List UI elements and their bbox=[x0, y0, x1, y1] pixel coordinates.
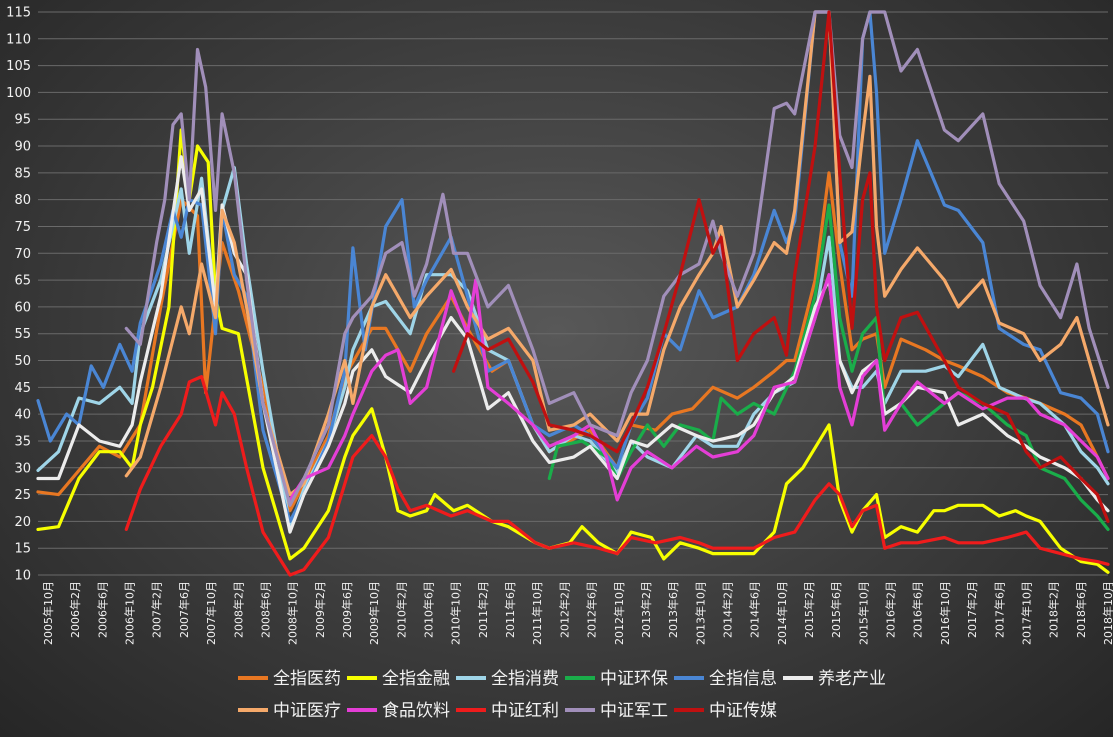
x-tick-label: 2006年6月 bbox=[95, 581, 109, 638]
y-tick-label: 65 bbox=[14, 274, 31, 289]
y-tick-label: 80 bbox=[14, 193, 31, 208]
x-tick-label: 2012年10月 bbox=[612, 581, 626, 645]
series-line-全指医药 bbox=[36, 171, 1110, 513]
y-tick-label: 110 bbox=[6, 32, 31, 47]
y-tick-label: 95 bbox=[14, 113, 31, 128]
x-tick-label: 2011年10月 bbox=[530, 581, 544, 645]
x-tick-label: 2009年2月 bbox=[313, 581, 327, 638]
x-tick-label: 2013年2月 bbox=[639, 581, 653, 638]
x-tick-label: 2014年2月 bbox=[720, 581, 734, 638]
y-tick-label: 15 bbox=[14, 542, 31, 557]
legend-label: 中证红利 bbox=[491, 701, 559, 721]
x-tick-label: 2007年6月 bbox=[177, 581, 191, 638]
y-tick-label: 70 bbox=[14, 247, 31, 262]
x-tick-label: 2018年2月 bbox=[1047, 581, 1061, 638]
x-tick-label: 2006年10月 bbox=[123, 581, 137, 645]
x-tick-label: 2017年6月 bbox=[992, 581, 1006, 638]
x-tick-label: 2013年6月 bbox=[666, 581, 680, 638]
legend-label: 养老产业 bbox=[818, 669, 886, 689]
x-tick-label: 2011年6月 bbox=[503, 581, 517, 638]
y-tick-label: 30 bbox=[14, 461, 31, 476]
y-tick-label: 115 bbox=[6, 6, 31, 21]
x-tick-label: 2015年6月 bbox=[829, 581, 843, 638]
y-tick-label: 10 bbox=[14, 569, 31, 584]
series-line-中证军工 bbox=[124, 10, 1110, 507]
legend-label: 全指消费 bbox=[491, 669, 559, 689]
series-line-中证传媒 bbox=[452, 10, 1110, 523]
x-tick-label: 2016年2月 bbox=[884, 581, 898, 638]
x-tick-label: 2012年2月 bbox=[557, 581, 571, 638]
x-tick-label: 2008年2月 bbox=[231, 581, 245, 638]
legend-label: 全指医药 bbox=[273, 669, 341, 689]
x-tick-label: 2005年10月 bbox=[41, 581, 55, 645]
x-tick-label: 2010年10月 bbox=[449, 581, 463, 645]
x-tick-label: 2018年10月 bbox=[1101, 581, 1113, 645]
x-tick-label: 2014年10月 bbox=[775, 581, 789, 645]
x-tick-label: 2007年2月 bbox=[150, 581, 164, 638]
y-tick-label: 25 bbox=[14, 488, 31, 503]
x-tick-label: 2009年10月 bbox=[367, 581, 381, 645]
x-tick-label: 2010年2月 bbox=[394, 581, 408, 638]
x-tick-label: 2018年6月 bbox=[1074, 581, 1088, 638]
x-tick-label: 2009年6月 bbox=[340, 581, 354, 638]
legend-label: 中证军工 bbox=[600, 701, 668, 721]
y-tick-label: 50 bbox=[14, 354, 31, 369]
legend-label: 中证传媒 bbox=[709, 701, 777, 721]
x-tick-label: 2017年10月 bbox=[1019, 581, 1033, 645]
series-group bbox=[36, 10, 1110, 577]
y-tick-label: 100 bbox=[6, 86, 31, 101]
x-tick-label: 2015年10月 bbox=[856, 581, 870, 645]
y-tick-label: 85 bbox=[14, 166, 31, 181]
x-tick-label: 2008年6月 bbox=[258, 581, 272, 638]
legend-label: 全指金融 bbox=[382, 669, 450, 689]
y-tick-label: 55 bbox=[14, 327, 31, 342]
y-tick-label: 75 bbox=[14, 220, 31, 235]
series-line-食品饮料 bbox=[288, 273, 1110, 502]
legend-label: 食品饮料 bbox=[382, 701, 450, 721]
x-tick-label: 2011年2月 bbox=[476, 581, 490, 638]
y-tick-label: 105 bbox=[6, 59, 31, 74]
y-tick-label: 60 bbox=[14, 300, 31, 315]
x-tick-label: 2017年2月 bbox=[965, 581, 979, 638]
series-line-中证红利 bbox=[124, 375, 1110, 577]
legend-label: 全指信息 bbox=[709, 669, 777, 689]
x-tick-label: 2013年10月 bbox=[693, 581, 707, 645]
y-tick-label: 35 bbox=[14, 434, 31, 449]
y-tick-label: 40 bbox=[14, 408, 31, 423]
x-tick-label: 2012年6月 bbox=[585, 581, 599, 638]
x-tick-label: 2016年10月 bbox=[938, 581, 952, 645]
legend-label: 中证医疗 bbox=[273, 701, 341, 721]
y-tick-label: 20 bbox=[14, 515, 31, 530]
y-tick-label: 90 bbox=[14, 140, 31, 155]
x-tick-label: 2016年6月 bbox=[911, 581, 925, 638]
y-tick-label: 45 bbox=[14, 381, 31, 396]
x-tick-label: 2007年10月 bbox=[204, 581, 218, 645]
x-tick-label: 2006年2月 bbox=[68, 581, 82, 638]
series-line-全指信息 bbox=[36, 10, 1110, 523]
x-tick-label: 2014年6月 bbox=[748, 581, 762, 638]
x-tick-label: 2015年2月 bbox=[802, 581, 816, 638]
legend-label: 中证环保 bbox=[600, 669, 668, 689]
series-line-养老产业 bbox=[36, 155, 1110, 534]
x-tick-label: 2008年10月 bbox=[286, 581, 300, 645]
x-tick-label: 2010年6月 bbox=[422, 581, 436, 638]
